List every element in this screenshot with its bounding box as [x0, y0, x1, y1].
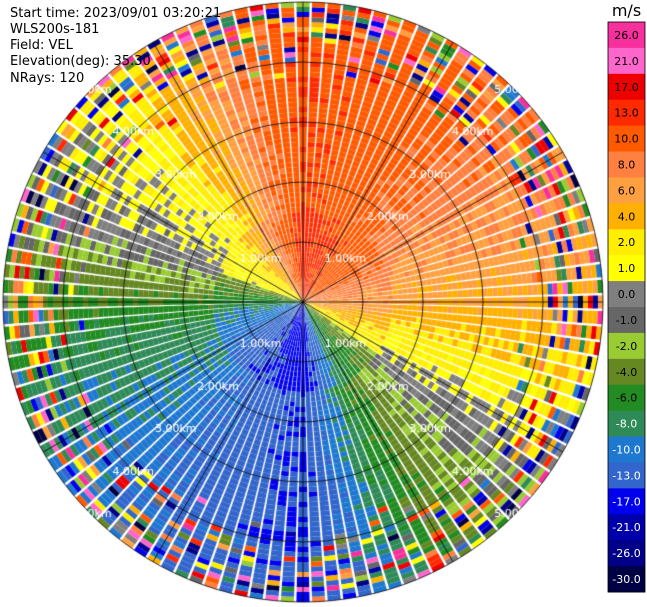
nrays-label: NRays: 120 [10, 71, 85, 86]
colorbar-tick-label: -30.0 [612, 573, 640, 586]
colorbar-swatch [608, 22, 645, 49]
colorbar-swatch [608, 488, 645, 515]
colorbar-swatch [608, 229, 645, 256]
colorbar-tick-label: 17.0 [614, 81, 639, 94]
colorbar-tick-label: 6.0 [618, 184, 636, 197]
colorbar-tick-label: -8.0 [616, 418, 637, 431]
colorbar-border [607, 21, 646, 593]
elevation-label: Elevation(deg): 35.30 [10, 54, 151, 69]
colorbar-swatch [608, 177, 645, 204]
colorbar-tick-label: 8.0 [618, 159, 636, 172]
colorbar-swatch [608, 255, 645, 282]
colorbar-title: m/s [612, 1, 641, 20]
colorbar-tick-label: -13.0 [612, 469, 640, 482]
colorbar-swatch [608, 99, 645, 127]
colorbar-tick-label: -10.0 [612, 444, 640, 457]
colorbar-swatch [608, 125, 645, 153]
colorbar-swatch [608, 462, 645, 489]
colorbar-swatch [608, 514, 645, 541]
instrument-label: WLS200s-181 [10, 22, 100, 37]
colorbar-swatch [608, 73, 645, 101]
colorbar-swatch [608, 566, 645, 593]
colorbar-swatch [608, 332, 645, 360]
colorbar-swatch [608, 436, 645, 463]
colorbar-tick-label: 1.0 [618, 262, 636, 275]
colorbar-tick-label: 26.0 [614, 29, 639, 42]
colorbar-swatch [608, 281, 645, 308]
colorbar-tick-label: 0.0 [618, 288, 636, 301]
colorbar-tick-label: 13.0 [614, 107, 639, 120]
colorbar-tick-label: -26.0 [612, 547, 640, 560]
colorbar-swatch [608, 151, 645, 178]
start-time-label: Start time: 2023/09/01 03:20:21 [10, 6, 222, 21]
colorbar-tick-label: -17.0 [612, 495, 640, 508]
colorbar-swatch [608, 307, 645, 334]
colorbar-swatch [608, 410, 645, 438]
colorbar-swatch [608, 358, 645, 386]
colorbar-swatch [608, 47, 645, 75]
colorbar-swatch [608, 384, 645, 412]
colorbar-tick-label: -6.0 [616, 392, 637, 405]
colorbar-tick-label: 21.0 [614, 55, 639, 68]
colorbar-tick-label: -21.0 [612, 521, 640, 534]
colorbar-tick-label: -4.0 [616, 366, 637, 379]
colorbar-tick-label: 2.0 [618, 236, 636, 249]
colorbar-tick-label: -1.0 [616, 314, 637, 327]
colorbar-swatch [608, 540, 645, 567]
colorbar-tick-label: 10.0 [614, 133, 639, 146]
colorbar-tick-label: 4.0 [618, 210, 636, 223]
colorbar-tick-label: -2.0 [616, 340, 637, 353]
colorbar-swatch [608, 203, 645, 230]
field-label: Field: VEL [10, 38, 73, 53]
